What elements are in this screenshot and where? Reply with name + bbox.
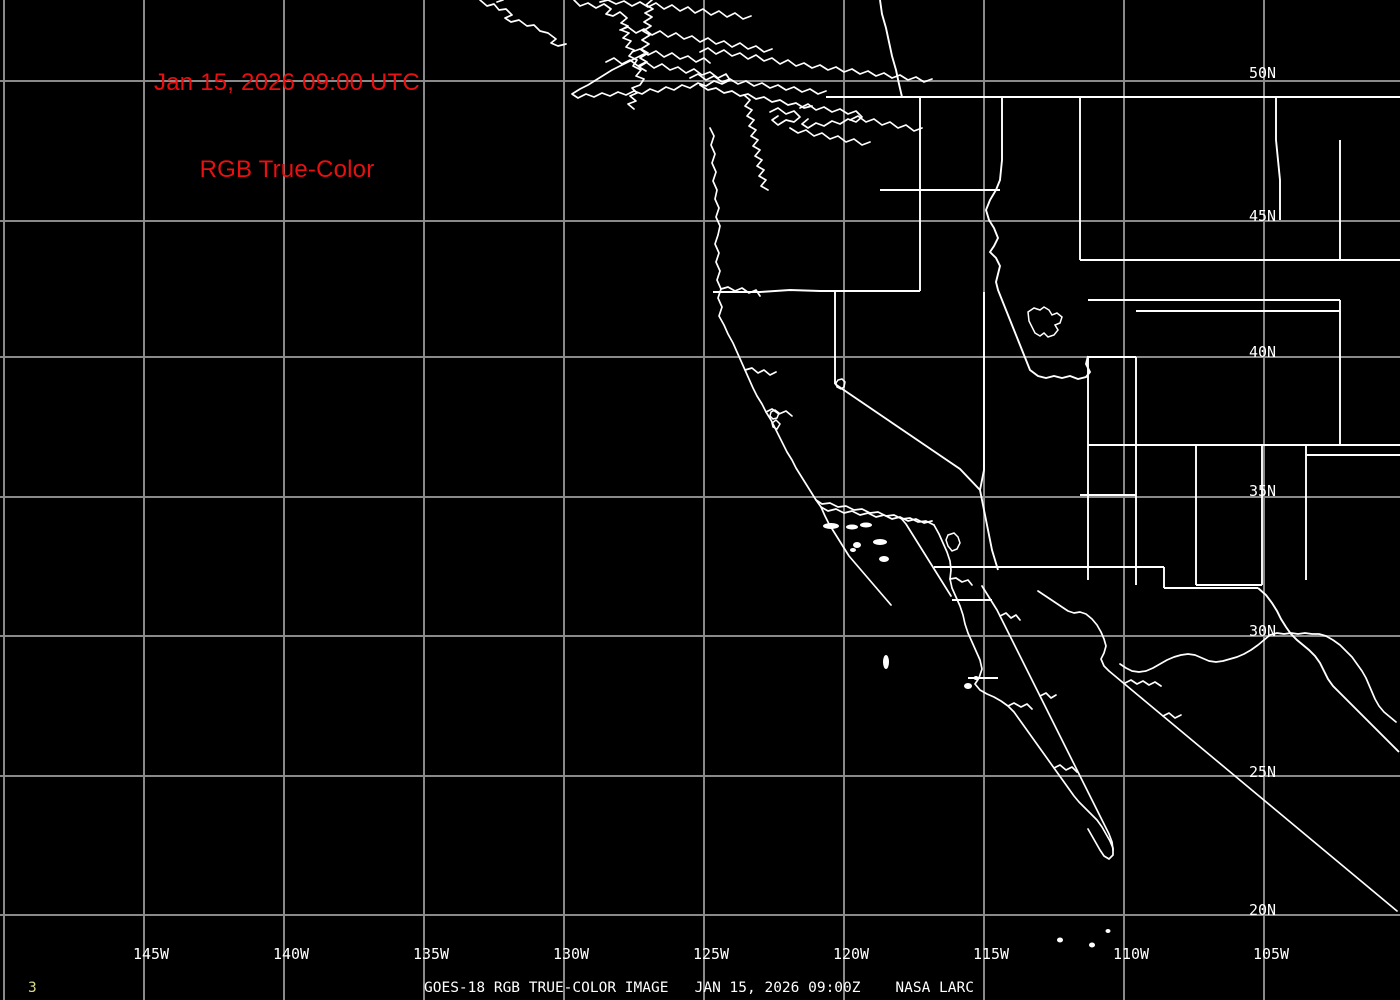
coastline-baja-pacific	[933, 524, 1114, 860]
lon-label-120w: 120W	[832, 945, 870, 963]
lat-label-30n: 30N	[1249, 622, 1277, 640]
coastline-puget-sound	[689, 73, 923, 191]
isla-guadalupe	[883, 655, 979, 689]
lat-label-35n: 35N	[1249, 482, 1277, 500]
revillagigedo-islands	[1057, 929, 1111, 948]
lon-label-135w: 135W	[412, 945, 450, 963]
coastline-gulf-of-california-west	[981, 585, 1114, 851]
channel-islands	[823, 522, 889, 562]
coastline-southern-california	[815, 499, 952, 597]
lon-label-145w: 145W	[132, 945, 170, 963]
lon-label-115w: 115W	[972, 945, 1010, 963]
coastline-mexico-mainland	[1037, 590, 1398, 912]
vertical-gridlines	[3, 0, 1265, 1000]
lon-label-105w: 105W	[1252, 945, 1290, 963]
clear-lake	[769, 409, 781, 430]
lat-label-25n: 25N	[1249, 763, 1277, 781]
salton-sea	[945, 532, 961, 552]
border-interior-west	[1080, 97, 1400, 580]
lat-label-40n: 40N	[1249, 343, 1277, 361]
lon-label-125w: 125W	[692, 945, 730, 963]
border-us-canada	[826, 0, 1400, 98]
lake-tahoe	[835, 378, 846, 390]
coastline-british-columbia	[571, 0, 933, 110]
border-arizona-new-mexico	[1195, 444, 1400, 586]
border-mexico-states	[952, 599, 998, 679]
lat-label-45n: 45N	[1249, 207, 1277, 225]
border-us-mexico	[934, 566, 1400, 753]
border-california-nevada	[834, 292, 999, 571]
coastline-us-west-coast	[709, 127, 933, 606]
horizontal-gridlines	[0, 80, 1400, 916]
border-washington-oregon	[713, 97, 921, 293]
lat-label-20n: 20N	[1249, 901, 1277, 919]
border-nevada-utah-arizona	[1080, 356, 1137, 585]
border-idaho-montana	[880, 97, 1092, 380]
coastline-alaska-panhandle	[479, 0, 567, 47]
lon-label-130w: 130W	[552, 945, 590, 963]
great-salt-lake	[1027, 306, 1063, 338]
lon-label-140w: 140W	[272, 945, 310, 963]
footer-frame-index: 3	[28, 980, 37, 996]
lat-label-50n: 50N	[1249, 64, 1277, 82]
lon-label-110w: 110W	[1112, 945, 1150, 963]
footer-caption: GOES-18 RGB TRUE-COLOR IMAGE JAN 15, 202…	[424, 980, 974, 996]
